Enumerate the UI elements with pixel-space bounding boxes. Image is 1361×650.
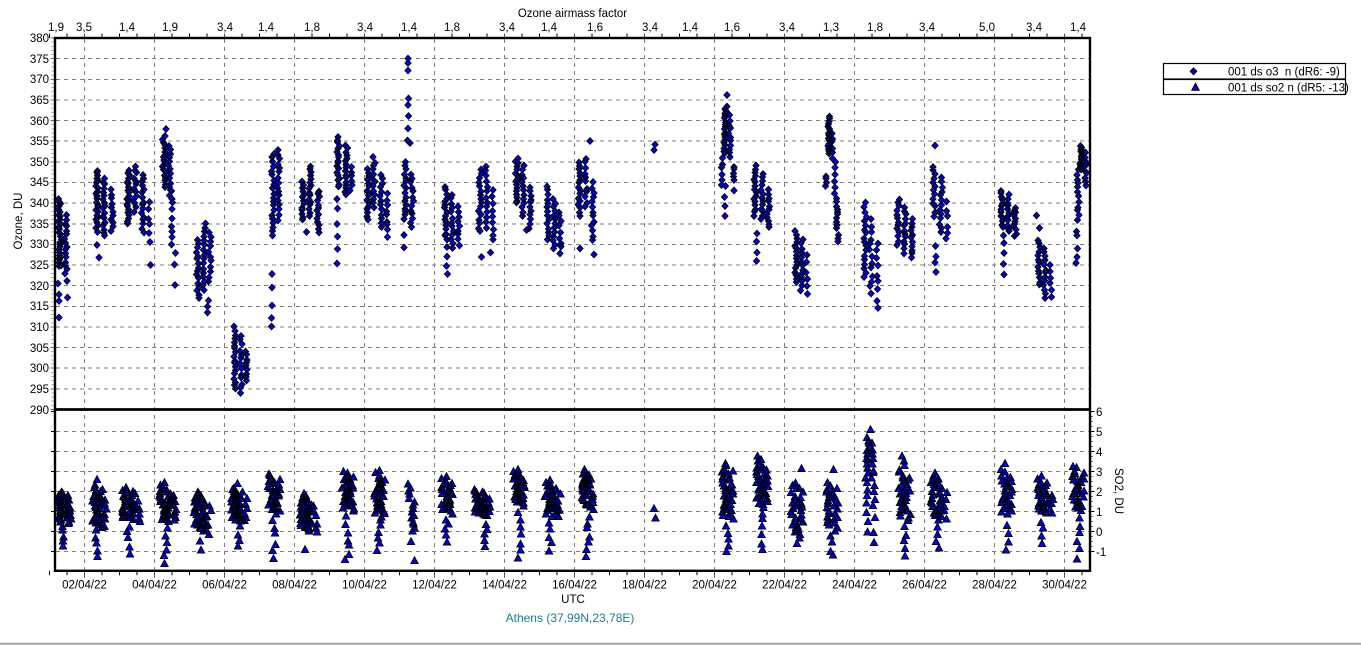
- svg-text:14/04/22: 14/04/22: [482, 580, 527, 592]
- svg-text:315: 315: [30, 301, 49, 313]
- svg-text:5: 5: [1096, 427, 1102, 439]
- svg-text:Ozone airmass factor: Ozone airmass factor: [518, 8, 627, 20]
- svg-text:290: 290: [30, 405, 49, 417]
- svg-text:370: 370: [30, 74, 49, 86]
- svg-text:1,4: 1,4: [258, 22, 275, 34]
- svg-text:330: 330: [30, 239, 49, 251]
- svg-text:360: 360: [30, 116, 49, 128]
- svg-text:3,4: 3,4: [642, 22, 659, 34]
- svg-text:Ozone, DU: Ozone, DU: [13, 193, 25, 250]
- svg-text:380: 380: [30, 33, 49, 45]
- svg-text:24/04/22: 24/04/22: [832, 580, 877, 592]
- svg-text:3: 3: [1096, 467, 1102, 479]
- svg-text:1,8: 1,8: [867, 22, 883, 34]
- svg-text:345: 345: [30, 177, 49, 189]
- svg-text:300: 300: [30, 363, 49, 375]
- svg-text:001 ds o3 n (dR6: -9): 001 ds o3 n (dR6: -9): [1228, 67, 1340, 79]
- svg-text:1,9: 1,9: [48, 22, 64, 34]
- svg-text:1,4: 1,4: [119, 22, 136, 34]
- svg-text:1,6: 1,6: [724, 22, 740, 34]
- svg-text:1,4: 1,4: [401, 22, 418, 34]
- svg-text:365: 365: [30, 95, 49, 107]
- svg-text:30/04/22: 30/04/22: [1042, 580, 1087, 592]
- svg-text:04/04/22: 04/04/22: [132, 580, 177, 592]
- svg-text:Athens (37,99N,23,78E): Athens (37,99N,23,78E): [506, 611, 635, 625]
- svg-text:340: 340: [30, 198, 49, 210]
- svg-text:295: 295: [30, 384, 49, 396]
- svg-text:3,4: 3,4: [499, 22, 516, 34]
- svg-text:26/04/22: 26/04/22: [902, 580, 947, 592]
- svg-text:-1: -1: [1096, 547, 1106, 559]
- svg-text:02/04/22: 02/04/22: [62, 580, 107, 592]
- svg-text:310: 310: [30, 322, 49, 334]
- svg-text:1,8: 1,8: [444, 22, 460, 34]
- svg-text:06/04/22: 06/04/22: [202, 580, 247, 592]
- svg-text:18/04/22: 18/04/22: [622, 580, 667, 592]
- svg-text:5,0: 5,0: [979, 22, 995, 34]
- svg-text:3,4: 3,4: [357, 22, 374, 34]
- svg-text:2: 2: [1096, 487, 1102, 499]
- svg-text:375: 375: [30, 54, 49, 66]
- svg-text:SO2, DU: SO2, DU: [1112, 468, 1124, 514]
- svg-text:335: 335: [30, 219, 49, 231]
- svg-text:1,6: 1,6: [587, 22, 603, 34]
- svg-text:6: 6: [1096, 407, 1102, 419]
- svg-text:0: 0: [1096, 527, 1102, 539]
- svg-text:1,4: 1,4: [541, 22, 558, 34]
- svg-text:16/04/22: 16/04/22: [552, 580, 597, 592]
- svg-text:3,4: 3,4: [1026, 22, 1043, 34]
- svg-text:325: 325: [30, 260, 49, 272]
- svg-text:UTC: UTC: [561, 594, 585, 606]
- svg-text:1: 1: [1096, 507, 1102, 519]
- svg-text:1,8: 1,8: [304, 22, 320, 34]
- svg-text:350: 350: [30, 157, 49, 169]
- svg-text:22/04/22: 22/04/22: [762, 580, 807, 592]
- svg-text:4: 4: [1096, 447, 1103, 459]
- svg-text:12/04/22: 12/04/22: [412, 580, 457, 592]
- svg-text:3,4: 3,4: [919, 22, 936, 34]
- svg-text:20/04/22: 20/04/22: [692, 580, 737, 592]
- svg-text:1,3: 1,3: [823, 22, 839, 34]
- svg-text:10/04/22: 10/04/22: [342, 580, 387, 592]
- svg-text:355: 355: [30, 136, 49, 148]
- svg-text:3,4: 3,4: [779, 22, 796, 34]
- svg-text:28/04/22: 28/04/22: [972, 580, 1017, 592]
- svg-text:3,5: 3,5: [76, 22, 92, 34]
- svg-text:001 ds so2 n (dR5: -13): 001 ds so2 n (dR5: -13): [1228, 83, 1349, 95]
- svg-text:3,4: 3,4: [217, 22, 234, 34]
- svg-text:1,4: 1,4: [1070, 22, 1087, 34]
- svg-text:1,9: 1,9: [162, 22, 178, 34]
- svg-text:305: 305: [30, 343, 49, 355]
- svg-text:1,4: 1,4: [682, 22, 699, 34]
- svg-text:08/04/22: 08/04/22: [272, 580, 317, 592]
- svg-text:320: 320: [30, 281, 49, 293]
